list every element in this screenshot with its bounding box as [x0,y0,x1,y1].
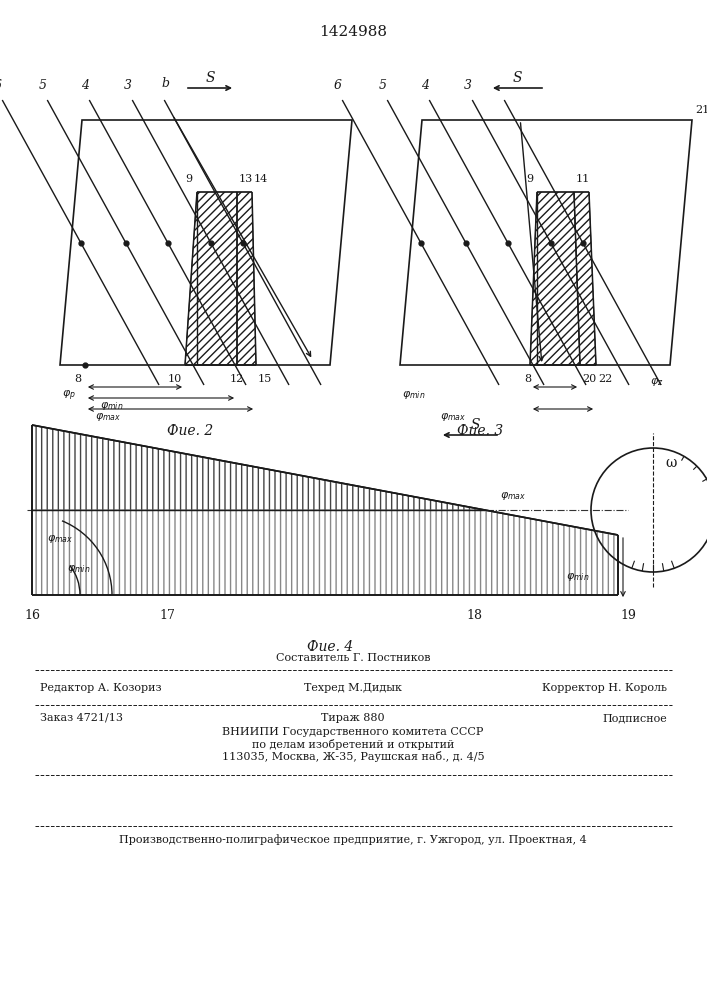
Text: $\varphi_{min}$: $\varphi_{min}$ [100,400,124,412]
Text: 11: 11 [576,174,590,184]
Text: 5: 5 [379,79,387,92]
Text: 5: 5 [39,79,47,92]
Text: 9: 9 [526,174,533,184]
Text: 14: 14 [254,174,268,184]
Text: 21: 21 [695,105,707,115]
Text: 3: 3 [124,79,132,92]
Text: Фие. 4: Фие. 4 [307,640,353,654]
Text: 3: 3 [464,79,472,92]
Text: S: S [513,71,522,85]
Text: $\varphi_{max}$: $\varphi_{max}$ [440,411,467,423]
Text: 16: 16 [24,609,40,622]
Text: ω: ω [665,456,677,470]
Text: S: S [205,71,215,85]
Text: 17: 17 [159,609,175,622]
Text: $\varphi_{min}$: $\varphi_{min}$ [566,571,590,583]
Text: 9: 9 [185,174,192,184]
Text: 10: 10 [168,374,182,384]
Text: 15: 15 [258,374,272,384]
Text: 4: 4 [421,79,429,92]
Text: 19: 19 [620,609,636,622]
Text: Редактор А. Козориз: Редактор А. Козориз [40,683,161,693]
Text: $\varphi_z$: $\varphi_z$ [650,376,664,388]
Text: Техред М.Дидык: Техред М.Дидык [304,683,402,693]
Text: 6: 6 [0,79,2,92]
Text: $\varphi_{max}$: $\varphi_{max}$ [47,533,74,545]
Text: 20: 20 [582,374,596,384]
Text: Подписное: Подписное [602,713,667,723]
Text: 6: 6 [334,79,342,92]
Text: Тираж 880: Тираж 880 [321,713,385,723]
Text: $\varphi_{max}$: $\varphi_{max}$ [95,411,122,423]
Text: ВНИИПИ Государственного комитета СССР: ВНИИПИ Государственного комитета СССР [222,727,484,737]
Text: Фие. 2: Фие. 2 [167,424,213,438]
Text: Заказ 4721/13: Заказ 4721/13 [40,713,123,723]
Text: 8: 8 [74,374,81,384]
Text: $\varphi_р$: $\varphi_р$ [62,389,76,403]
Text: Фие. 3: Фие. 3 [457,424,503,438]
Text: Составитель Г. Постников: Составитель Г. Постников [276,653,431,663]
Text: $\varphi_{min}$: $\varphi_{min}$ [402,389,426,401]
Text: 8: 8 [525,374,532,384]
Text: Производственно-полиграфическое предприятие, г. Ужгород, ул. Проектная, 4: Производственно-полиграфическое предприя… [119,835,587,845]
Text: b: b [162,77,170,90]
Text: 13: 13 [239,174,253,184]
Text: 12: 12 [230,374,244,384]
Text: $\varphi_{max}$: $\varphi_{max}$ [500,490,526,502]
Text: 18: 18 [466,609,482,622]
Text: по делам изобретений и открытий: по делам изобретений и открытий [252,738,454,750]
Text: 113035, Москва, Ж-35, Раушская наб., д. 4/5: 113035, Москва, Ж-35, Раушская наб., д. … [222,750,484,762]
Text: S: S [470,418,480,432]
Text: 22: 22 [598,374,612,384]
Text: 1424988: 1424988 [319,25,387,39]
Text: 4: 4 [81,79,89,92]
Text: $\varphi_{min}$: $\varphi_{min}$ [67,563,90,575]
Text: Корректор Н. Король: Корректор Н. Король [542,683,667,693]
